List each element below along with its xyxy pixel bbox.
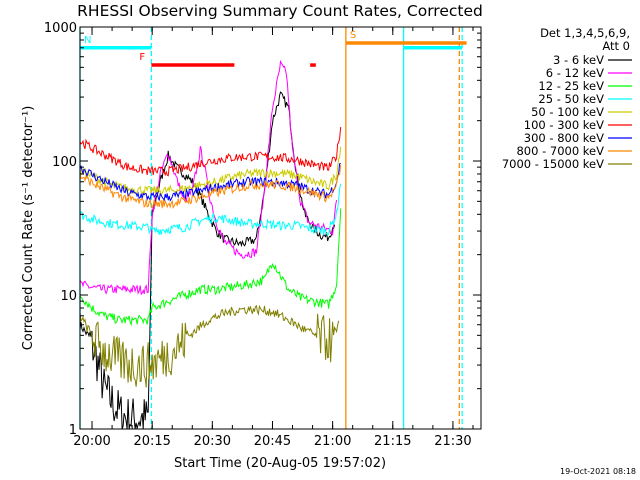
x-tick-label-0: 20:00 — [73, 434, 110, 449]
legend-label-8: 7000 - 15000 keV — [502, 157, 604, 171]
x-tick-label-2: 20:30 — [194, 434, 231, 449]
flag-label-N: N — [84, 35, 91, 46]
series-line-5 — [79, 126, 342, 177]
legend-label-1: 6 - 12 keV — [546, 66, 604, 80]
chart-title: RHESSI Observing Summary Count Rates, Co… — [77, 2, 483, 20]
x-tick-label-5: 21:15 — [374, 434, 411, 449]
series-line-2 — [79, 208, 342, 327]
x-tick-label-1: 20:15 — [133, 434, 170, 449]
y-tick-label-0: 1 — [69, 423, 77, 438]
legend-label-5: 100 - 300 keV — [524, 118, 604, 132]
plot-area: N F S — [79, 27, 467, 430]
flag-label-S: S — [350, 30, 356, 41]
series-line-3 — [79, 183, 342, 237]
y-axis-label: Corrected Count Rate (s⁻¹ detector⁻¹) — [21, 106, 36, 351]
legend-label-6: 300 - 800 keV — [524, 131, 604, 145]
legend-label-7: 800 - 7000 keV — [516, 144, 604, 158]
y-tick-label-3: 1000 — [44, 21, 77, 36]
series-line-8 — [79, 304, 340, 388]
x-tick-label-3: 20:45 — [254, 434, 291, 449]
plot-frame — [79, 26, 482, 430]
legend-label-3: 25 - 50 keV — [538, 92, 604, 106]
flag-label-F: F — [139, 52, 145, 63]
legend-header-line-1: Det 1,3,4,5,6,9, — [540, 26, 630, 40]
y-tick-label-1: 10 — [60, 289, 77, 304]
x-axis-label: Start Time (20-Aug-05 19:57:02) — [174, 456, 386, 471]
legend-label-2: 12 - 25 keV — [538, 79, 604, 93]
axis-ticks: 1 10 100 1000 20:00 20:15 20:30 20:45 21:00 21:15… — [44, 21, 481, 449]
legend-label-0: 3 - 6 keV — [553, 53, 604, 67]
series-line-6 — [79, 162, 341, 202]
series-line-7 — [79, 164, 342, 210]
x-tick-label-6: 21:30 — [434, 434, 471, 449]
timestamp: 19-Oct-2021 08:18 — [560, 467, 636, 476]
legend-header-line-2: Att 0 — [602, 39, 630, 53]
x-tick-label-4: 21:00 — [314, 434, 351, 449]
y-tick-label-2: 100 — [52, 155, 77, 170]
legend-label-4: 50 - 100 keV — [531, 105, 604, 119]
